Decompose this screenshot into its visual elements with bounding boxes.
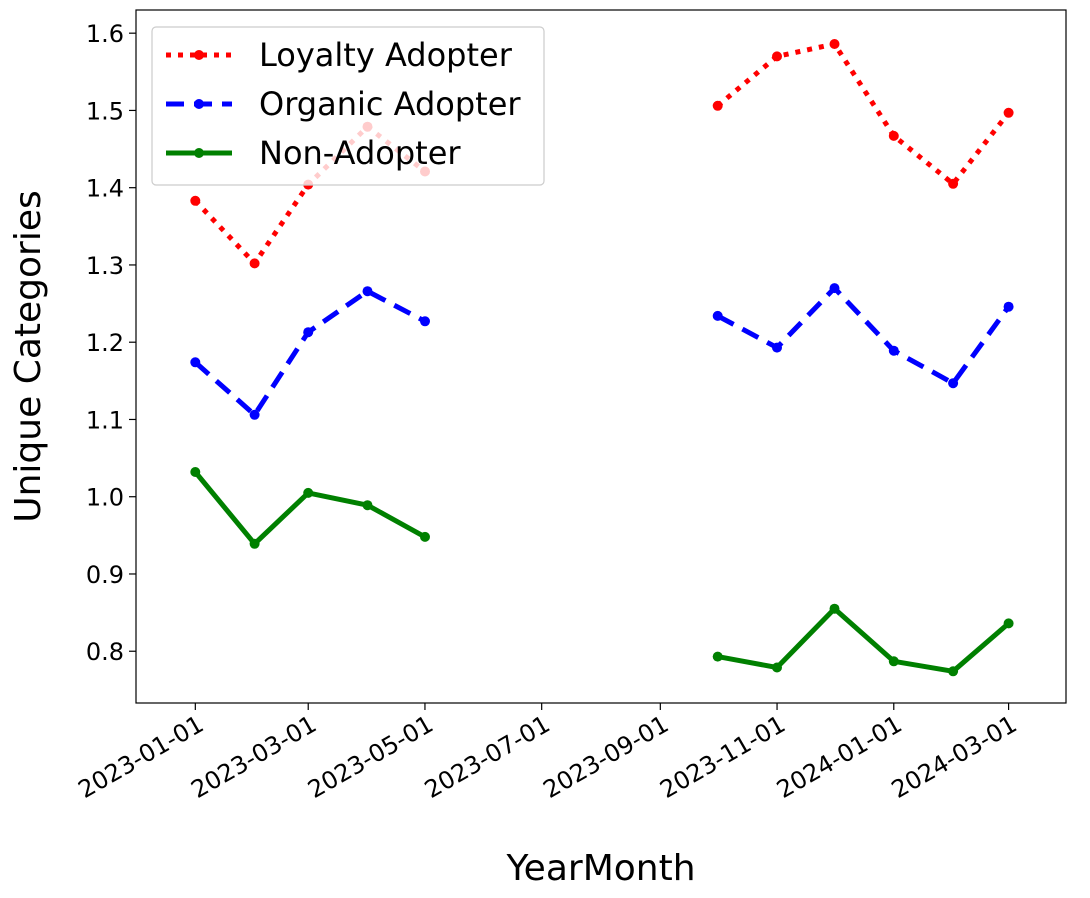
y-tick-label: 1.3 — [86, 252, 124, 280]
data-point — [303, 327, 314, 338]
series-line-segment — [716, 285, 1011, 386]
data-point — [829, 39, 840, 49]
data-point — [772, 662, 782, 673]
y-tick-label: 0.9 — [86, 561, 124, 589]
x-tick-label: 2023-07-01 — [420, 710, 555, 804]
legend: Loyalty Adopter Organic Adopter Non-Adopte… — [151, 26, 545, 186]
data-point — [712, 651, 723, 662]
data-point — [249, 258, 260, 269]
data-point — [190, 467, 201, 477]
x-tick-label: 2023-05-01 — [303, 710, 438, 804]
data-point — [712, 310, 723, 321]
legend-box — [151, 26, 545, 186]
data-point — [948, 378, 959, 389]
data-point — [190, 357, 201, 368]
data-point — [303, 487, 314, 498]
data-point — [362, 286, 373, 297]
plot-area — [135, 9, 1067, 704]
legend-item: Loyalty Adopter — [166, 36, 513, 74]
y-tick-label: 1.6 — [86, 20, 124, 48]
y-tick-label: 1.1 — [86, 406, 124, 434]
legend-item: Non-Adopter — [166, 134, 461, 172]
data-point — [712, 100, 723, 111]
data-point — [948, 666, 959, 677]
y-axis-title: Unique Categories — [8, 190, 49, 522]
series-1 — [190, 283, 1014, 420]
data-point — [420, 316, 430, 327]
data-point — [1003, 301, 1014, 312]
data-point — [829, 603, 840, 614]
y-tick-label: 1.4 — [86, 175, 124, 203]
series-2 — [190, 467, 1014, 677]
data-point — [772, 51, 782, 62]
data-point — [772, 342, 782, 353]
data-point — [888, 130, 899, 141]
data-point — [249, 409, 260, 420]
data-point — [829, 283, 840, 294]
data-point — [888, 345, 899, 356]
x-tick-label: 2023-01-01 — [74, 710, 209, 804]
legend-label: Loyalty Adopter — [259, 36, 513, 74]
legend-item: Organic Adopter — [166, 85, 521, 123]
data-point — [362, 500, 373, 511]
x-tick-label: 2023-03-01 — [186, 710, 321, 804]
legend-marker — [194, 148, 204, 158]
legend-marker — [194, 50, 204, 60]
legend-label: Organic Adopter — [259, 85, 521, 123]
data-point — [1003, 618, 1014, 629]
x-tick-label: 2023-11-01 — [655, 710, 790, 804]
series-line-segment — [193, 288, 427, 418]
legend-marker — [194, 99, 204, 109]
y-tick-label: 0.8 — [86, 638, 124, 666]
y-tick-label: 1.5 — [86, 97, 124, 125]
data-point — [948, 178, 959, 189]
x-tick-label: 2024-01-01 — [772, 710, 907, 804]
y-tick-label: 1.0 — [86, 484, 124, 512]
x-tick-label: 2024-03-01 — [887, 710, 1022, 804]
x-tick-label: 2023-09-01 — [539, 710, 674, 804]
data-point — [1003, 107, 1014, 118]
data-point — [190, 195, 201, 206]
data-point — [888, 656, 899, 667]
y-tick-label: 1.2 — [86, 329, 124, 357]
series-line-segment — [717, 606, 1011, 674]
series-line-segment — [193, 470, 427, 547]
series-line-segment — [716, 41, 1011, 187]
x-axis-title: YearMonth — [505, 848, 695, 889]
series-lines — [190, 39, 1014, 677]
legend-label: Non-Adopter — [259, 134, 461, 172]
data-point — [249, 538, 260, 549]
data-point — [420, 531, 430, 542]
